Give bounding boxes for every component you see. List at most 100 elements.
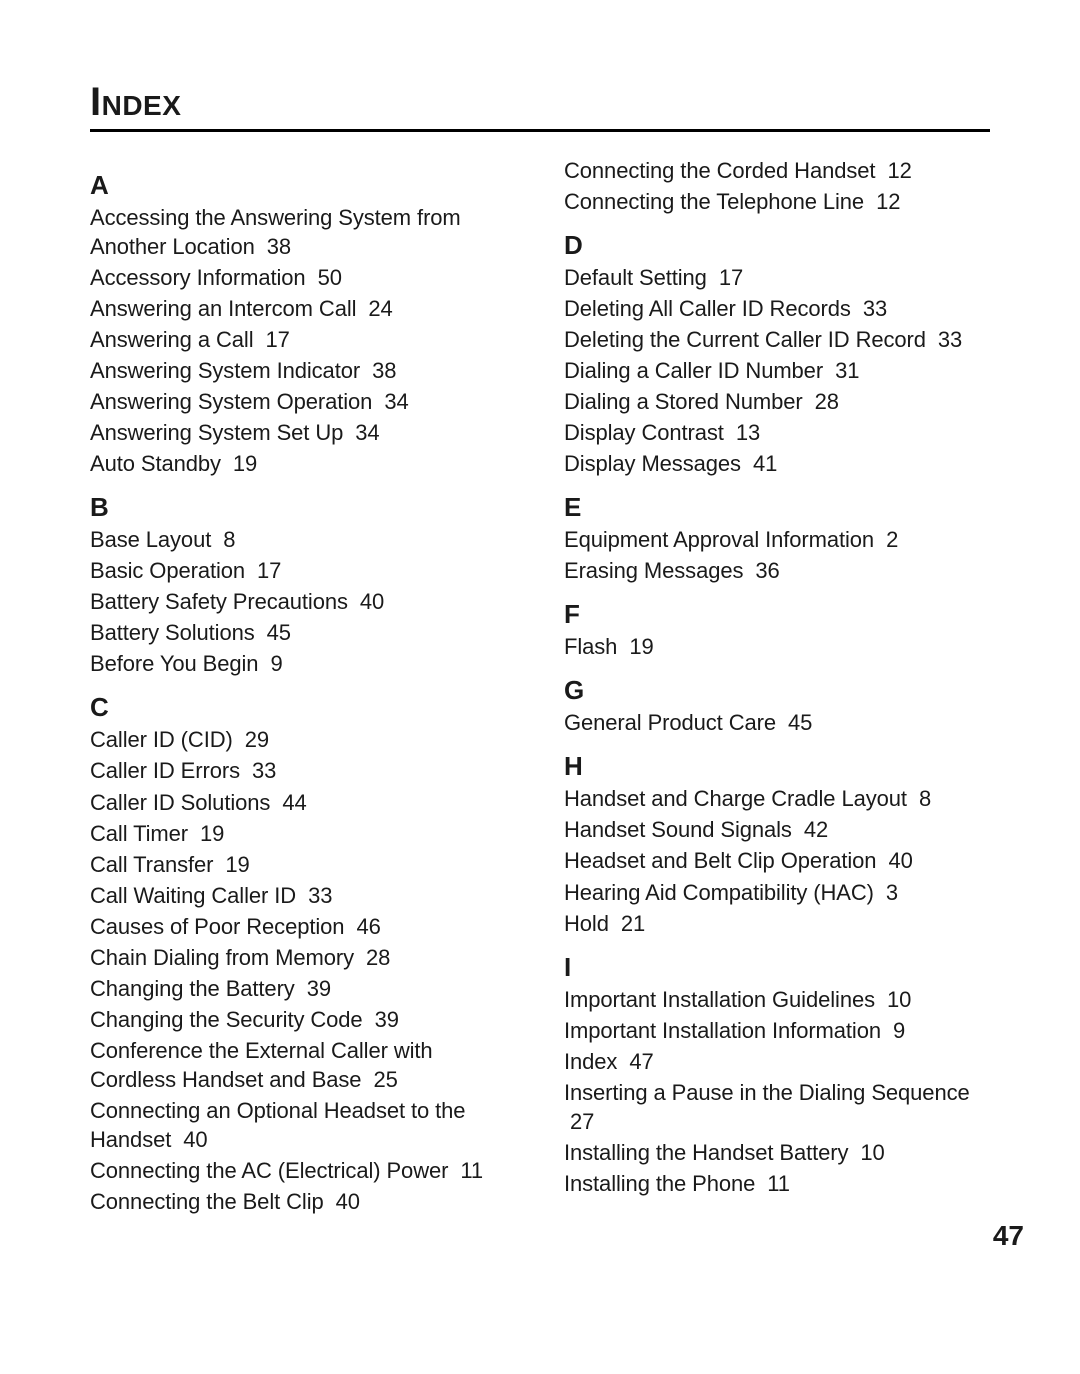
index-entry-page: 12 xyxy=(887,158,911,183)
index-entry-title: Dialing a Stored Number xyxy=(564,389,803,414)
page-number: 47 xyxy=(993,1220,1024,1252)
index-entry-page: 40 xyxy=(183,1127,207,1152)
index-entry: Equipment Approval Information 2 xyxy=(564,525,990,554)
index-entry-page: 34 xyxy=(355,420,379,445)
index-entry-page: 45 xyxy=(267,620,291,645)
index-entry: General Product Care 45 xyxy=(564,708,990,737)
index-entry-title: Causes of Poor Reception xyxy=(90,914,344,939)
index-letter: F xyxy=(564,599,990,630)
index-entry: Headset and Belt Clip Operation 40 xyxy=(564,846,990,875)
index-entry-title: Erasing Messages xyxy=(564,558,743,583)
index-entry: Important Installation Information 9 xyxy=(564,1016,990,1045)
index-entry: Connecting the Corded Handset 12 xyxy=(564,156,990,185)
index-entry-title: Caller ID Solutions xyxy=(90,790,270,815)
index-entry-title: Connecting the Corded Handset xyxy=(564,158,875,183)
index-entry: Answering System Operation 34 xyxy=(90,387,516,416)
index-entry: Default Setting 17 xyxy=(564,263,990,292)
index-letter: D xyxy=(564,230,990,261)
index-entry-title: Important Installation Information xyxy=(564,1018,881,1043)
index-entry-page: 33 xyxy=(863,296,887,321)
index-entry-title: Flash xyxy=(564,634,617,659)
index-letter: B xyxy=(90,492,516,523)
index-entry-page: 42 xyxy=(804,817,828,842)
index-entry-title: Answering a Call xyxy=(90,327,253,352)
index-entry: Accessing the Answering System from Anot… xyxy=(90,203,516,261)
index-entry-page: 45 xyxy=(788,710,812,735)
index-entry-page: 17 xyxy=(266,327,290,352)
index-column-left: AAccessing the Answering System from Ano… xyxy=(90,156,516,1218)
index-entry: Basic Operation 17 xyxy=(90,556,516,585)
index-entry: Answering an Intercom Call 24 xyxy=(90,294,516,323)
index-entry-page: 3 xyxy=(886,880,898,905)
index-entry: Causes of Poor Reception 46 xyxy=(90,912,516,941)
index-entry-page: 46 xyxy=(356,914,380,939)
index-entry-title: Hold xyxy=(564,911,609,936)
index-entry-title: Auto Standby xyxy=(90,451,221,476)
index-entry: Erasing Messages 36 xyxy=(564,556,990,585)
index-entry-page: 28 xyxy=(366,945,390,970)
index-entry-title: Battery Solutions xyxy=(90,620,255,645)
index-letter: E xyxy=(564,492,990,523)
index-entry-title: Index xyxy=(564,1049,617,1074)
index-entry: Battery Safety Precautions 40 xyxy=(90,587,516,616)
index-entry-title: Before You Begin xyxy=(90,651,258,676)
index-entry-page: 24 xyxy=(368,296,392,321)
index-entry-page: 33 xyxy=(938,327,962,352)
index-entry: Answering System Indicator 38 xyxy=(90,356,516,385)
index-entry-page: 9 xyxy=(893,1018,905,1043)
index-entry: Inserting a Pause in the Dialing Sequenc… xyxy=(564,1078,990,1136)
index-entry-page: 9 xyxy=(270,651,282,676)
index-entry-page: 8 xyxy=(919,786,931,811)
index-entry-page: 40 xyxy=(336,1189,360,1214)
index-entry-title: Base Layout xyxy=(90,527,211,552)
index-entry-page: 34 xyxy=(384,389,408,414)
page-title: Index xyxy=(90,80,990,132)
index-entry: Connecting the Belt Clip 40 xyxy=(90,1187,516,1216)
index-entry-title: Hearing Aid Compatibility (HAC) xyxy=(564,880,874,905)
index-entry-page: 21 xyxy=(621,911,645,936)
index-entry-title: Handset Sound Signals xyxy=(564,817,792,842)
index-letter: H xyxy=(564,751,990,782)
index-entry: Connecting the Telephone Line 12 xyxy=(564,187,990,216)
index-letter: I xyxy=(564,952,990,983)
index-entry-title: Answering System Indicator xyxy=(90,358,360,383)
index-entry: Chain Dialing from Memory 28 xyxy=(90,943,516,972)
index-entry-title: Display Contrast xyxy=(564,420,724,445)
index-entry-title: Caller ID Errors xyxy=(90,758,240,783)
index-entry-title: Connecting an Optional Headset to the Ha… xyxy=(90,1098,465,1152)
index-entry: Display Messages 41 xyxy=(564,449,990,478)
index-entry-page: 39 xyxy=(307,976,331,1001)
index-entry: Answering System Set Up 34 xyxy=(90,418,516,447)
index-entry-title: Installing the Phone xyxy=(564,1171,755,1196)
index-entry-page: 11 xyxy=(460,1158,483,1183)
index-entry-page: 28 xyxy=(815,389,839,414)
index-entry-page: 50 xyxy=(318,265,342,290)
index-entry-page: 17 xyxy=(257,558,281,583)
index-entry: Handset and Charge Cradle Layout 8 xyxy=(564,784,990,813)
index-entry-page: 19 xyxy=(225,852,249,877)
index-entry: Index 47 xyxy=(564,1047,990,1076)
index-entry-page: 19 xyxy=(233,451,257,476)
index-entry-title: Installing the Handset Battery xyxy=(564,1140,848,1165)
index-entry-title: Accessory Information xyxy=(90,265,306,290)
index-entry-title: Display Messages xyxy=(564,451,741,476)
index-entry-page: 33 xyxy=(252,758,276,783)
index-entry-page: 17 xyxy=(719,265,743,290)
index-entry-page: 31 xyxy=(835,358,859,383)
index-entry-page: 25 xyxy=(373,1067,397,1092)
index-entry: Connecting an Optional Headset to the Ha… xyxy=(90,1096,516,1154)
index-entry-title: Headset and Belt Clip Operation xyxy=(564,848,876,873)
index-entry: Changing the Security Code 39 xyxy=(90,1005,516,1034)
index-entry: Dialing a Caller ID Number 31 xyxy=(564,356,990,385)
index-entry-page: 47 xyxy=(629,1049,653,1074)
index-entry-page: 10 xyxy=(887,987,911,1012)
index-entry-title: General Product Care xyxy=(564,710,776,735)
index-entry-title: Call Timer xyxy=(90,821,188,846)
index-entry-title: Call Transfer xyxy=(90,852,213,877)
index-entry: Base Layout 8 xyxy=(90,525,516,554)
index-entry-page: 12 xyxy=(876,189,900,214)
index-entry: Dialing a Stored Number 28 xyxy=(564,387,990,416)
index-entry-page: 44 xyxy=(282,790,306,815)
index-entry-title: Connecting the Belt Clip xyxy=(90,1189,324,1214)
index-entry-page: 8 xyxy=(223,527,235,552)
